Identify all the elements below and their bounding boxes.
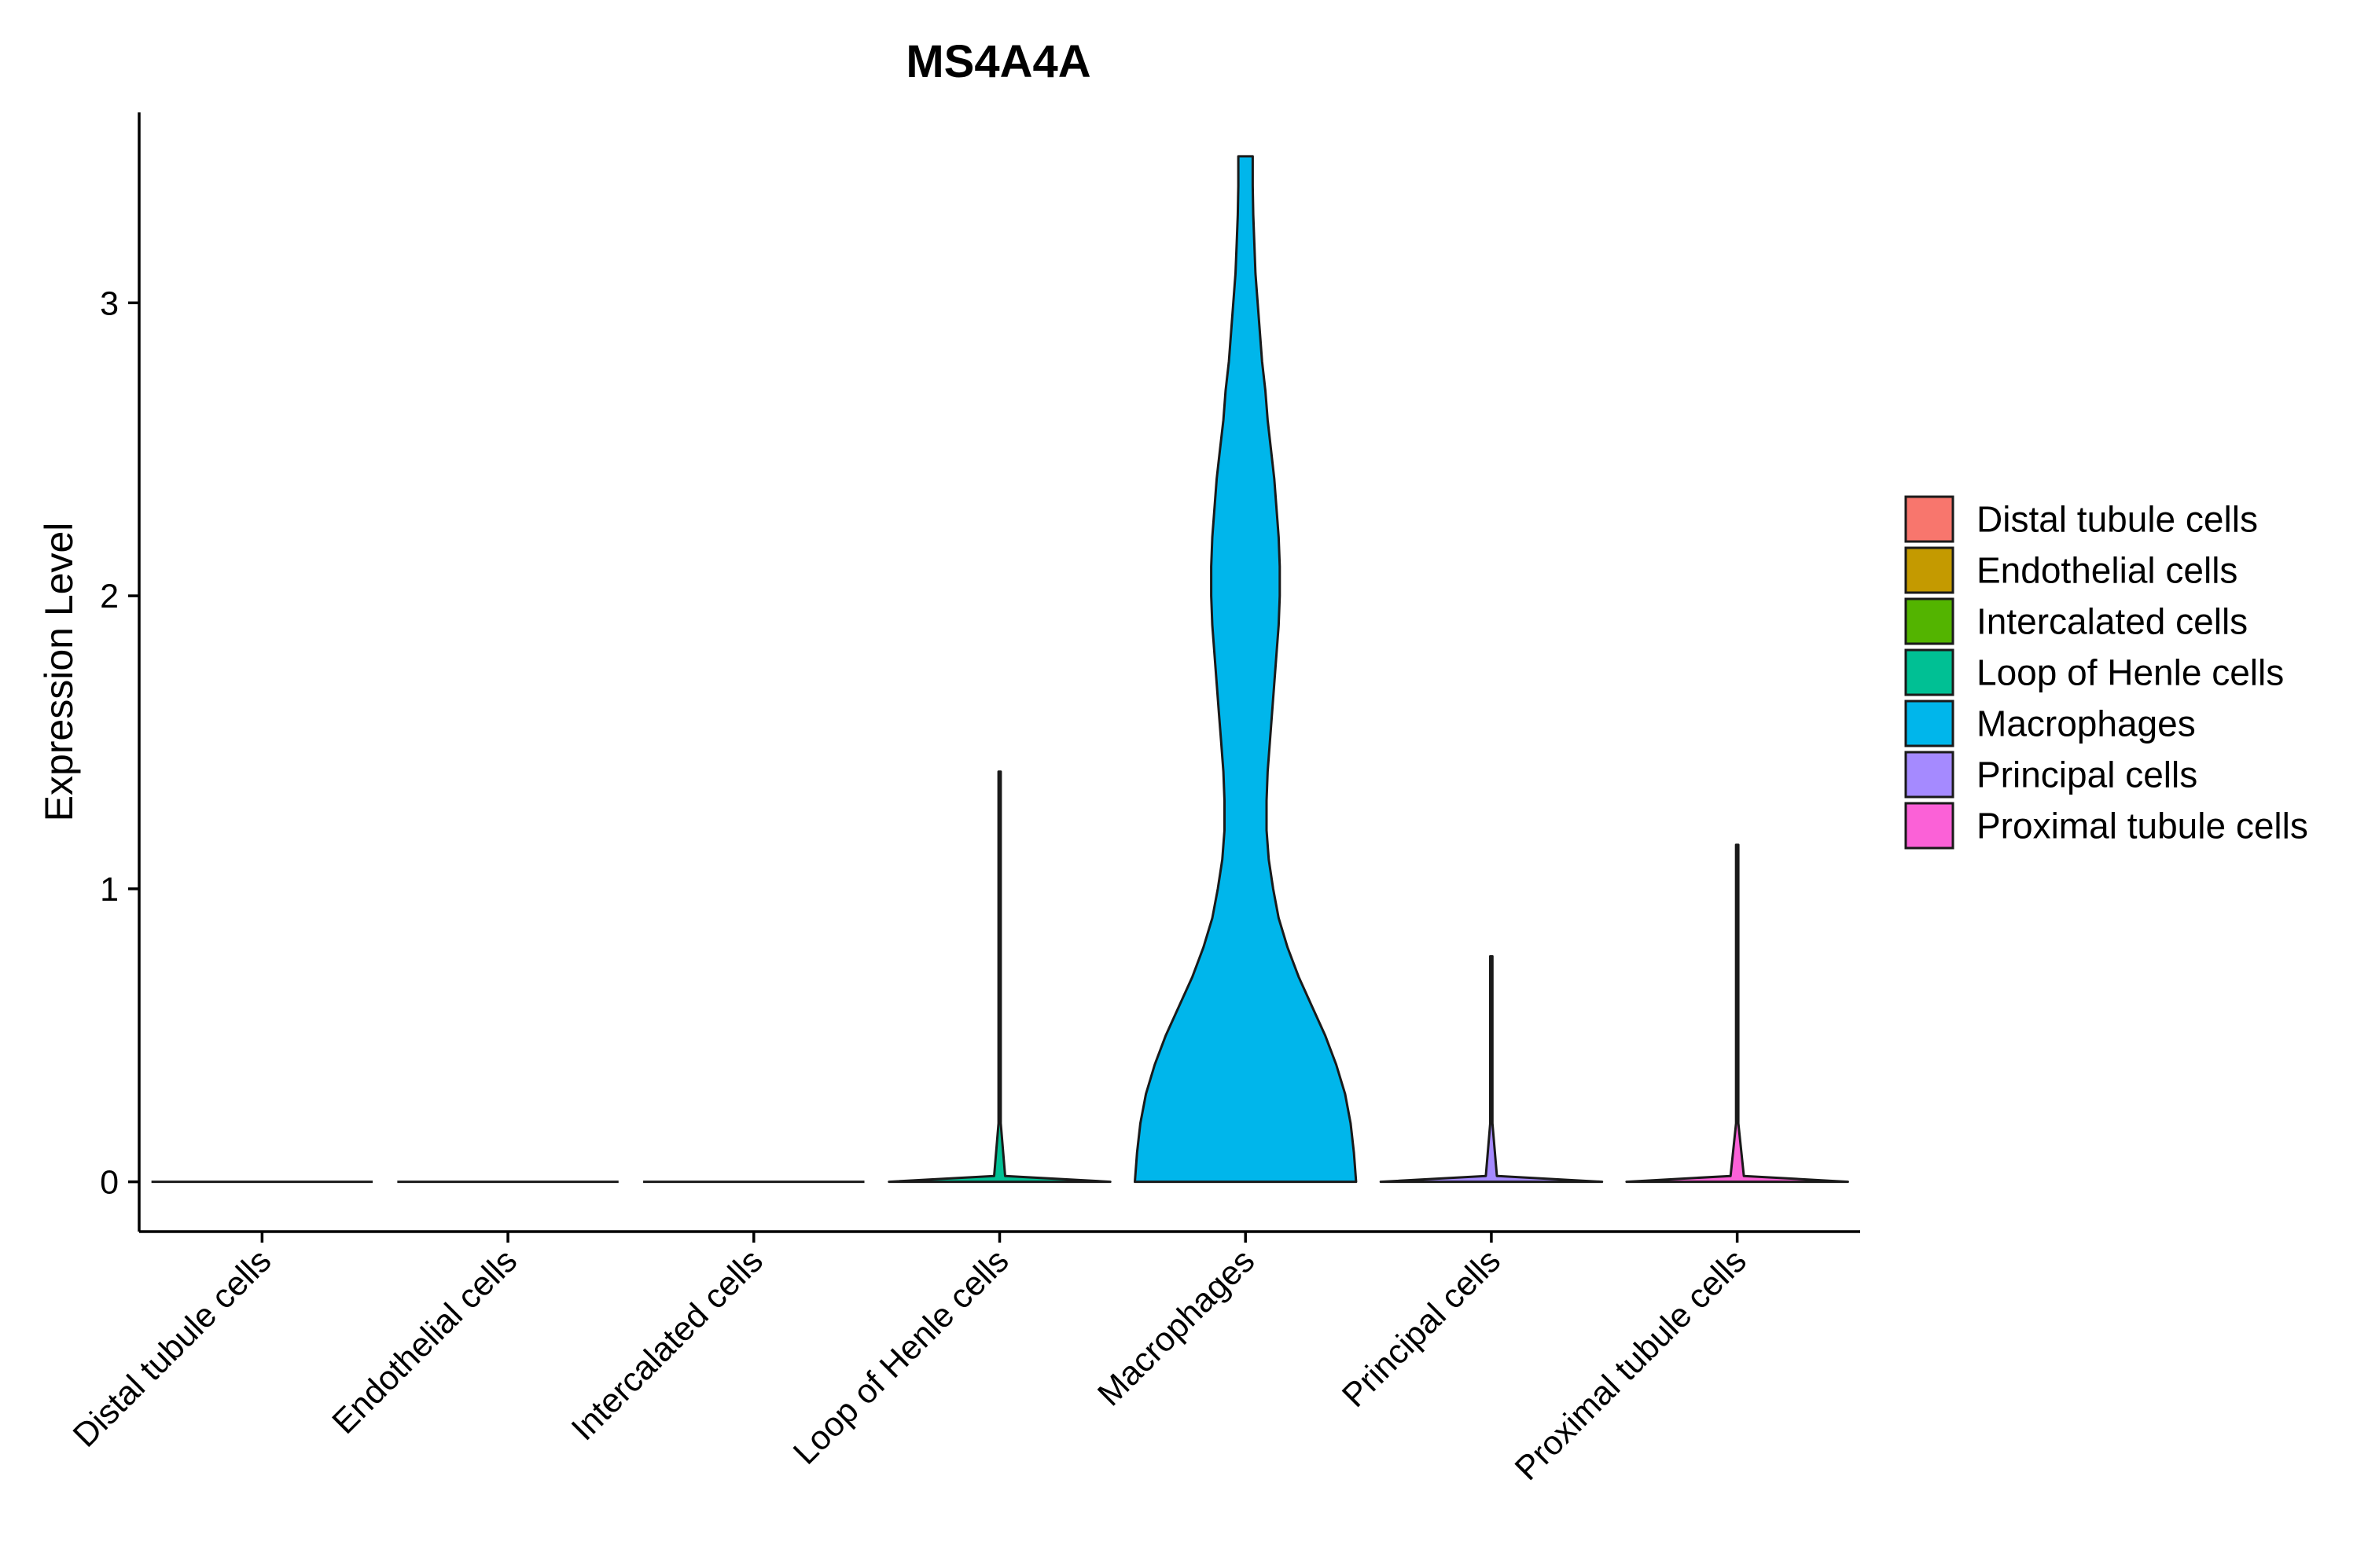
legend-key bbox=[1904, 546, 1954, 594]
x-tick-label: Endothelial cells bbox=[325, 1242, 524, 1441]
legend-key bbox=[1904, 648, 1954, 696]
axes-layer: 0 1 2 3 Distal tubule cells Endothelial cells… bbox=[66, 112, 1860, 1488]
legend-label: Distal tubule cells bbox=[1976, 499, 2258, 540]
y-tick-label: 2 bbox=[100, 578, 119, 615]
x-tick-label: Principal cells bbox=[1335, 1242, 1508, 1415]
y-tick-label: 0 bbox=[100, 1164, 119, 1202]
x-tick-label: Macrophages bbox=[1090, 1242, 1262, 1413]
violins-layer bbox=[151, 155, 1849, 1184]
y-tick-label: 1 bbox=[100, 871, 119, 909]
legend-label: Intercalated cells bbox=[1976, 601, 2248, 642]
x-tick-label: Intercalated cells bbox=[564, 1242, 770, 1448]
violin-4 bbox=[1134, 155, 1358, 1184]
legend-label: Loop of Henle cells bbox=[1976, 652, 2284, 693]
legend-key bbox=[1904, 700, 1954, 747]
legend-key bbox=[1904, 751, 1954, 799]
x-tick-label: Distal tubule cells bbox=[66, 1242, 279, 1455]
legend-label: Principal cells bbox=[1976, 755, 2197, 795]
y-tick-label: 3 bbox=[100, 285, 119, 322]
x-tick-label: Loop of Henle cells bbox=[786, 1242, 1017, 1472]
chart-title: MS4A4A bbox=[906, 36, 1090, 87]
violin-5 bbox=[1379, 955, 1604, 1184]
legend-key bbox=[1904, 802, 1954, 850]
y-axis-label: Expression Level bbox=[37, 523, 81, 822]
violin-3 bbox=[888, 770, 1112, 1184]
legend-label: Endothelial cells bbox=[1976, 550, 2237, 591]
legend-label: Proximal tubule cells bbox=[1976, 806, 2308, 846]
legend-key bbox=[1904, 597, 1954, 645]
legend-label: Macrophages bbox=[1976, 703, 2196, 744]
violin-6 bbox=[1625, 843, 1849, 1184]
legend: Distal tubule cells Endothelial cells Inte… bbox=[1904, 495, 2308, 850]
x-tick-label: Proximal tubule cells bbox=[1508, 1242, 1754, 1488]
legend-key bbox=[1904, 495, 1954, 543]
